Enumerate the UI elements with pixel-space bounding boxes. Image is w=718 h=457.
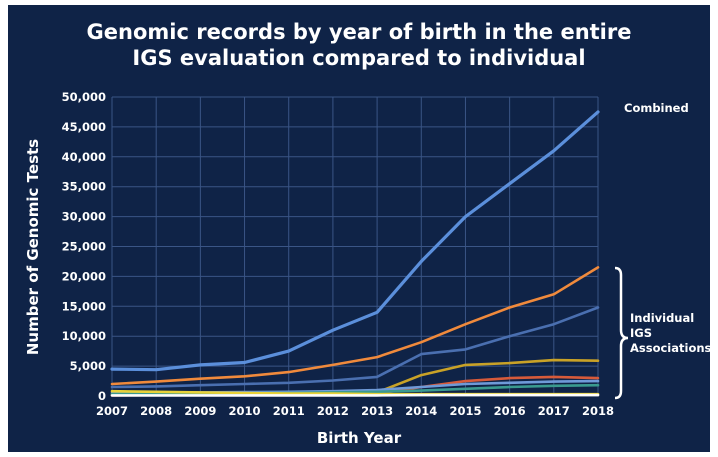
y-tick-label: 30,000 (62, 210, 106, 224)
x-axis-ticks: 2007 2008 2009 2010 2011 2012 2013 2014 2015 2016… (96, 404, 614, 418)
individual-label-line-2: IGS (630, 326, 652, 340)
x-tick-label: 2016 (494, 404, 526, 418)
x-tick-label: 2012 (317, 404, 349, 418)
series-line (110, 110, 600, 372)
x-axis-label: Birth Year (317, 429, 402, 447)
x-tick-label: 2015 (449, 404, 481, 418)
x-tick-label: 2010 (229, 404, 261, 418)
x-tick-label: 2014 (405, 404, 437, 418)
chart-frame: Genomic records by year of birth in the … (8, 5, 710, 452)
x-tick-label: 2008 (140, 404, 172, 418)
y-tick-label: 35,000 (62, 180, 106, 194)
y-tick-label: 50,000 (62, 90, 106, 104)
individual-label-line-1: Individual (630, 311, 694, 325)
individual-label-line-3: Associations (630, 341, 710, 355)
y-tick-label: 5,000 (70, 359, 106, 373)
chart-title-line-2: IGS evaluation compared to individual (132, 46, 585, 70)
x-tick-label: 2017 (538, 404, 570, 418)
x-tick-label: 2007 (96, 404, 128, 418)
grid (111, 96, 599, 397)
y-tick-label: 20,000 (62, 269, 106, 283)
combined-label: Combined (624, 101, 689, 115)
y-tick-label: 15,000 (62, 299, 106, 313)
x-tick-label: 2011 (273, 404, 305, 418)
y-axis-label: Number of Genomic Tests (24, 139, 42, 355)
series-line (110, 306, 600, 389)
y-tick-label: 45,000 (62, 120, 106, 134)
x-tick-label: 2013 (361, 404, 393, 418)
series-lines (110, 110, 600, 397)
bracket-icon (614, 266, 629, 400)
series-line (110, 383, 600, 396)
chart-title-line-1: Genomic records by year of birth in the … (87, 20, 632, 44)
x-tick-label: 2009 (184, 404, 216, 418)
line-chart: Genomic records by year of birth in the … (24, 20, 710, 447)
y-tick-label: 40,000 (62, 150, 106, 164)
y-tick-label: 10,000 (62, 329, 106, 343)
y-axis-ticks: 0 5,000 10,000 15,000 20,000 25,000 30,000 35,0… (62, 90, 106, 403)
y-tick-label: 25,000 (62, 240, 106, 254)
y-tick-label: 0 (98, 389, 106, 403)
series-line (110, 266, 600, 386)
x-tick-label: 2018 (582, 404, 614, 418)
